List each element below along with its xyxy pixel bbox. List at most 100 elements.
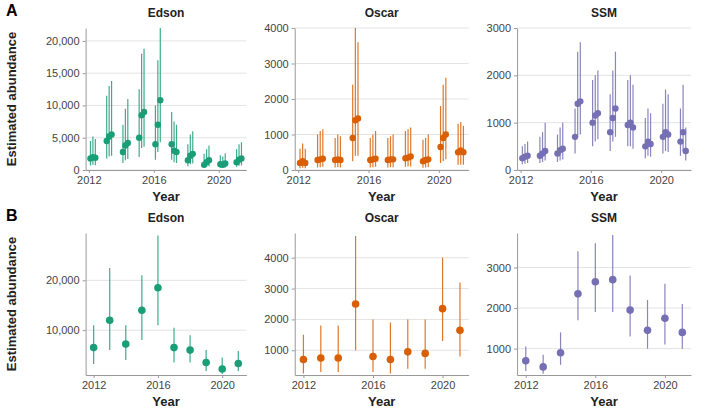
- error-bar: [632, 85, 633, 149]
- tick-label: 2020: [649, 174, 673, 186]
- grid-line: [517, 28, 691, 29]
- point: [572, 134, 578, 140]
- error-bar: [157, 60, 158, 152]
- tick-mark: [514, 75, 517, 76]
- tick: 4000: [264, 22, 294, 34]
- tick: 2020: [207, 170, 231, 186]
- error-bar: [662, 104, 663, 154]
- tick: 2012: [287, 170, 311, 186]
- error-bar: [612, 235, 613, 312]
- error-bar: [106, 96, 107, 159]
- error-bar: [440, 106, 441, 163]
- point: [407, 153, 413, 159]
- tick: 3000: [264, 283, 294, 295]
- point: [334, 354, 342, 362]
- grid-line: [517, 170, 691, 171]
- tick-mark: [443, 375, 444, 378]
- tick: 15,000: [46, 67, 86, 79]
- tick-mark: [369, 170, 370, 173]
- tick-mark: [514, 28, 517, 29]
- tick-label: 1000: [264, 344, 288, 356]
- grid-line: [517, 348, 691, 349]
- error-bar: [111, 81, 112, 156]
- tick-label: 2012: [77, 174, 101, 186]
- point: [320, 155, 326, 161]
- tick-label: 2012: [82, 379, 106, 391]
- tick-mark: [83, 138, 86, 139]
- tick-mark: [89, 170, 90, 173]
- grid-line: [517, 75, 691, 76]
- tick-mark: [373, 375, 374, 378]
- tick-mark: [514, 123, 517, 124]
- panel: Edson05,00010,00015,00020,00020122016202…: [4, 6, 247, 204]
- tick: 2012: [514, 375, 538, 391]
- error-bar: [459, 282, 460, 356]
- error-bar: [597, 71, 598, 140]
- panel-title: Oscar: [365, 211, 399, 225]
- axis-title: Year: [590, 394, 617, 409]
- axis-line: [86, 170, 247, 171]
- tick-label: 4000: [264, 252, 288, 264]
- error-bar: [139, 89, 140, 157]
- grid-line: [295, 99, 469, 100]
- tick: 2012: [509, 170, 533, 186]
- marks: [297, 28, 467, 168]
- axis-title: Year: [152, 394, 179, 409]
- tick: 4000: [264, 252, 294, 264]
- tick-mark: [292, 350, 295, 351]
- tick-label: 3000: [487, 262, 511, 274]
- tick-mark: [661, 170, 662, 173]
- tick: 2016: [584, 375, 608, 391]
- tick-label: 2016: [357, 174, 381, 186]
- panel-letter: A: [6, 2, 18, 19]
- point: [154, 284, 162, 292]
- error-bar: [352, 85, 353, 161]
- tick: 2012: [292, 375, 316, 391]
- tick: 10,000: [46, 324, 86, 336]
- error-bar: [127, 99, 128, 159]
- point: [106, 316, 114, 324]
- tick-label: 1000: [487, 117, 511, 129]
- tick: 1000: [264, 129, 294, 141]
- tick-mark: [83, 73, 86, 74]
- point: [206, 157, 212, 163]
- error-bar: [615, 52, 616, 137]
- point: [661, 314, 669, 322]
- error-bar: [560, 332, 561, 364]
- point: [387, 356, 395, 364]
- point: [610, 115, 616, 121]
- grid: [517, 28, 691, 170]
- point: [157, 97, 163, 103]
- tick-mark: [292, 319, 295, 320]
- axis-title: Year: [368, 394, 395, 409]
- error-bar: [157, 235, 158, 325]
- grid-line: [295, 63, 469, 64]
- panel-letter: B: [6, 207, 18, 224]
- tick-mark: [83, 280, 86, 281]
- point: [577, 98, 583, 104]
- y-axis: 100020003000: [487, 234, 518, 376]
- x-axis: 201220162020: [514, 375, 691, 391]
- figure: A B Edson05,00010,00015,00020,000201220162…: [0, 0, 709, 416]
- tick-mark: [595, 375, 596, 378]
- error-bar: [390, 323, 391, 374]
- x-axis: 201220162020: [287, 170, 470, 186]
- error-bar: [442, 258, 443, 341]
- point: [168, 141, 174, 147]
- tick-mark: [83, 41, 86, 42]
- grid: [517, 267, 691, 348]
- tick-mark: [292, 135, 295, 136]
- tick-mark: [526, 375, 527, 378]
- point: [234, 360, 242, 368]
- error-bar: [355, 236, 356, 350]
- grid-line: [295, 28, 469, 29]
- panel: Oscar01000200030004000201220162020Year: [264, 6, 469, 204]
- tick-mark: [514, 308, 517, 309]
- point: [589, 119, 595, 125]
- grid-line: [517, 122, 691, 123]
- grid-line: [517, 267, 691, 268]
- point: [609, 276, 617, 284]
- tick-mark: [219, 170, 220, 173]
- point: [626, 306, 634, 314]
- panel-title: Oscar: [365, 6, 399, 20]
